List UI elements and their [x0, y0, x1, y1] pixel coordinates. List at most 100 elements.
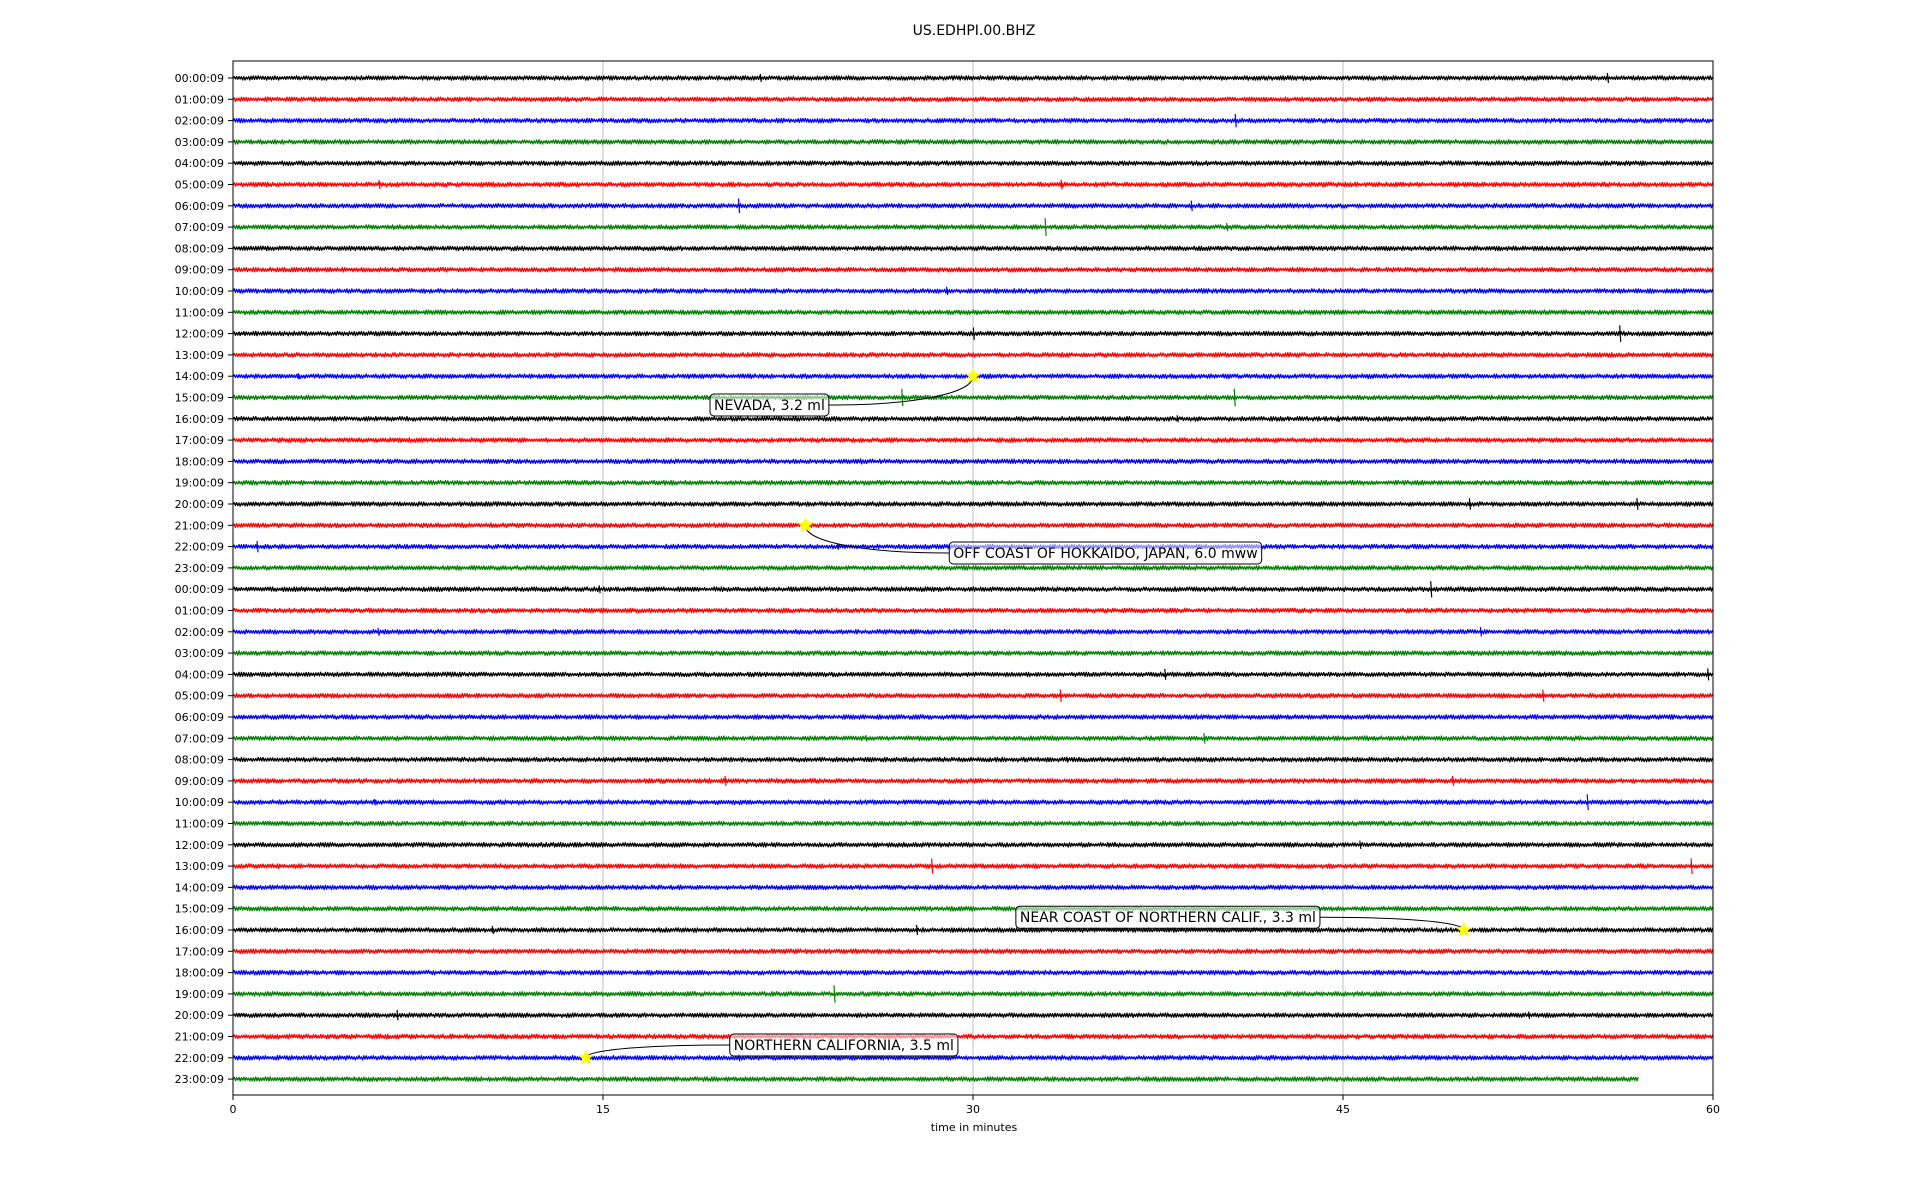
row-time-label: 01:00:09: [175, 93, 224, 106]
row-time-labels: 00:00:09 01:00:09 02:00:09 03:00:09 04:00:09…: [175, 72, 233, 1086]
row-time-label: 06:00:09: [175, 711, 224, 724]
trace-spike: [837, 543, 840, 550]
row-time-label: 11:00:09: [175, 818, 224, 831]
row-time-label: 04:00:09: [175, 668, 224, 681]
seismic-trace: [232, 415, 1714, 422]
row-time-label: 16:00:09: [175, 924, 224, 937]
seismic-trace: [232, 778, 1714, 784]
seismic-trace: [232, 245, 1714, 252]
seismic-trace: [232, 266, 1714, 273]
event-label: NORTHERN CALIFORNIA, 3.5 ml: [734, 1038, 954, 1054]
trace-spike: [377, 627, 380, 636]
seismic-trace: [232, 330, 1714, 337]
row-time-label: 00:00:09: [175, 72, 224, 85]
seismic-trace: [232, 820, 1714, 827]
row-time-label: 20:00:09: [175, 1009, 224, 1022]
row-time-label: 23:00:09: [175, 562, 224, 575]
row-time-label: 06:00:09: [175, 200, 224, 213]
event-label-box: [948, 541, 1263, 565]
event-label: NEVADA, 3.2 ml: [714, 398, 825, 414]
trace-spike: [1619, 325, 1622, 342]
row-time-label: 22:00:09: [175, 1052, 224, 1065]
seismic-trace: [232, 735, 1714, 742]
event-label: OFF COAST OF HOKKAIDO, JAPAN, 6.0 mww: [953, 546, 1257, 562]
seismic-trace: [232, 181, 1714, 188]
x-tick-label: 60: [1706, 1103, 1720, 1116]
seismic-trace: [232, 394, 1714, 401]
row-time-label: 04:00:09: [175, 157, 224, 170]
seismic-trace: [232, 650, 1714, 656]
seismic-trace: [232, 756, 1714, 763]
seismic-trace: [232, 586, 1714, 593]
trace-spike: [1636, 498, 1639, 510]
trace-spike: [915, 924, 919, 936]
trace-spike: [865, 735, 868, 742]
seismic-trace: [232, 309, 1714, 316]
event-annotations: NEVADA, 3.2 ml OFF COAST OF HOKKAIDO, JAP…: [577, 367, 1473, 1065]
seismic-trace: [232, 841, 1714, 848]
row-time-label: 05:00:09: [175, 179, 224, 192]
row-time-label: 07:00:09: [175, 221, 224, 234]
x-tick-label: 30: [966, 1103, 980, 1116]
seismic-trace: [232, 501, 1714, 507]
trace-spike: [1690, 858, 1693, 874]
trace-spike: [491, 925, 494, 935]
trace-spike: [396, 1010, 399, 1021]
trace-spike: [1044, 218, 1047, 237]
row-time-label: 23:00:09: [175, 1073, 224, 1086]
row-time-label: 09:00:09: [175, 264, 224, 277]
trace-spike: [1337, 415, 1340, 423]
seismic-trace: [232, 969, 1714, 976]
row-time-label: 18:00:09: [175, 455, 224, 468]
row-time-label: 21:00:09: [175, 519, 224, 532]
trace-spike: [297, 372, 300, 380]
seismic-trace: [232, 437, 1714, 443]
seismic-trace: [232, 1012, 1714, 1019]
seismic-trace: [232, 522, 1714, 529]
row-time-label: 08:00:09: [175, 754, 224, 767]
event-label: NEAR COAST OF NORTHERN CALIF., 3.3 ml: [1020, 910, 1316, 926]
row-time-label: 03:00:09: [175, 647, 224, 660]
trace-spike: [1430, 581, 1433, 598]
trace-spike: [1479, 627, 1482, 637]
trace-spike: [1190, 200, 1193, 212]
trace-spike: [931, 858, 934, 874]
row-time-label: 12:00:09: [175, 839, 224, 852]
seismic-traces: [232, 72, 1714, 1082]
row-time-label: 10:00:09: [175, 796, 224, 809]
chart-title: US.EDHPI.00.BHZ: [913, 23, 1036, 39]
seismic-trace: [232, 224, 1714, 230]
row-time-label: 08:00:09: [175, 242, 224, 255]
trace-spike: [1234, 113, 1237, 128]
trace-spike: [1606, 72, 1609, 84]
trace-spike: [737, 198, 741, 214]
trace-spike: [598, 585, 601, 594]
trace-spike: [901, 388, 904, 407]
trace-spike: [1203, 733, 1206, 744]
seismic-trace: [232, 671, 1714, 678]
x-tick-label: 15: [596, 1103, 610, 1116]
row-time-label: 15:00:09: [175, 903, 224, 916]
row-time-label: 13:00:09: [175, 349, 224, 362]
row-time-label: 12:00:09: [175, 328, 224, 341]
event-star-marker: [577, 1049, 594, 1065]
row-time-label: 02:00:09: [175, 626, 224, 639]
trace-spike: [1164, 668, 1167, 680]
row-time-label: 00:00:09: [175, 583, 224, 596]
row-time-label: 21:00:09: [175, 1031, 224, 1044]
seismic-trace: [232, 117, 1714, 124]
trace-spike: [256, 540, 259, 553]
seismic-trace: [232, 714, 1714, 720]
seismic-trace: [232, 1054, 1714, 1061]
trace-spike: [946, 286, 949, 296]
trace-spike: [378, 179, 381, 190]
trace-spike: [759, 73, 762, 83]
trace-spike: [1451, 775, 1455, 786]
row-time-label: 07:00:09: [175, 732, 224, 745]
x-tick-label: 45: [1336, 1103, 1350, 1116]
trace-spike: [833, 985, 836, 1003]
trace-spike: [724, 775, 727, 786]
event-label-box: [729, 1033, 959, 1057]
